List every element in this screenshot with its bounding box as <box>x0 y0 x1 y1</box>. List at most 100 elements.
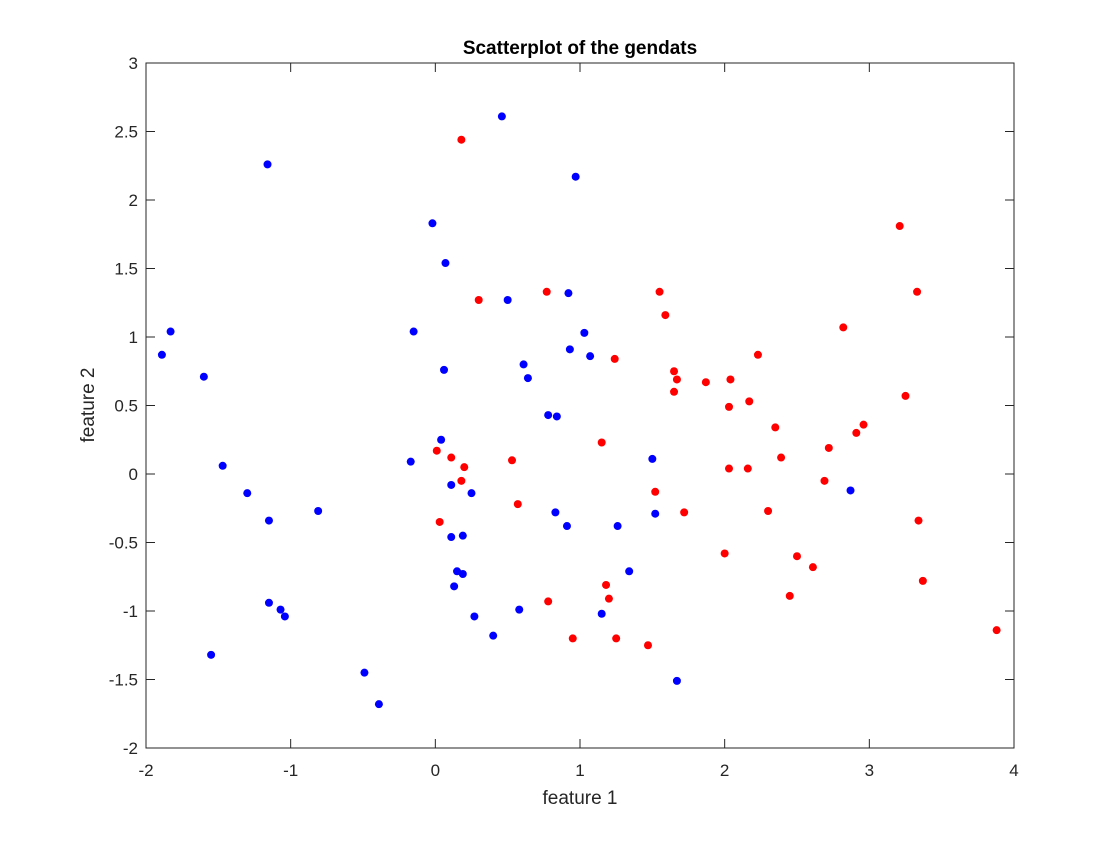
y-tick-label: 1 <box>129 328 138 347</box>
data-point <box>680 508 689 517</box>
data-point <box>542 287 551 296</box>
series-1 <box>157 112 855 709</box>
y-tick-label: 0 <box>129 465 138 484</box>
data-point <box>157 350 166 359</box>
data-point <box>859 420 868 429</box>
data-point <box>670 367 679 376</box>
data-point <box>374 700 383 709</box>
x-tick-label: 1 <box>575 761 584 780</box>
data-point <box>428 219 437 228</box>
data-point <box>613 522 622 531</box>
data-point <box>432 446 441 455</box>
data-point <box>604 594 613 603</box>
data-point <box>992 626 1001 635</box>
data-point <box>450 582 459 591</box>
data-point <box>544 411 553 420</box>
data-point <box>651 509 660 518</box>
data-point <box>457 476 466 485</box>
ticks-layer: -2 -1 0 1 2 3 4 -2 -1.5 -1 -0.5 0 0.5 1 1.5 2 2.5 3 <box>109 54 1019 780</box>
data-point <box>670 387 679 396</box>
data-point <box>648 454 657 463</box>
data-point <box>672 676 681 685</box>
data-point <box>743 464 752 473</box>
data-point <box>568 634 577 643</box>
y-tick-label: 1.5 <box>114 260 138 279</box>
data-point <box>523 374 532 383</box>
data-point <box>580 328 589 337</box>
data-point <box>218 461 227 470</box>
data-point <box>470 612 479 621</box>
y-tick-label: 2.5 <box>114 123 138 142</box>
data-point <box>610 354 619 363</box>
data-point <box>508 456 517 465</box>
y-tick-label: 2 <box>129 191 138 210</box>
data-point <box>701 378 710 387</box>
data-point <box>597 438 606 447</box>
data-point <box>918 576 927 585</box>
y-axis-label: feature 2 <box>78 368 99 443</box>
data-point <box>771 423 780 432</box>
data-point <box>565 345 574 354</box>
data-point <box>914 516 923 525</box>
data-point <box>263 160 272 169</box>
data-point <box>503 296 512 305</box>
y-tick-label: -0.5 <box>109 534 138 553</box>
data-point <box>793 552 801 561</box>
data-point <box>808 563 817 572</box>
data-point <box>552 412 561 421</box>
axes-background <box>146 63 1014 748</box>
y-tick-label: 3 <box>129 54 138 73</box>
data-point <box>846 486 855 495</box>
data-point <box>460 463 469 472</box>
data-point <box>276 605 285 614</box>
data-point <box>447 453 456 462</box>
y-tick-label: -2 <box>123 739 138 758</box>
y-tick-label: -1.5 <box>109 671 138 690</box>
data-point <box>166 327 175 336</box>
data-point <box>661 311 670 320</box>
data-point <box>406 457 415 466</box>
data-point <box>440 365 449 374</box>
data-point <box>901 391 910 400</box>
data-point <box>597 609 606 618</box>
data-point <box>725 402 734 411</box>
data-point <box>314 506 323 515</box>
x-tick-label: -1 <box>283 761 298 780</box>
data-point <box>672 375 681 384</box>
data-point <box>785 591 794 600</box>
x-tick-label: 2 <box>720 761 729 780</box>
data-point <box>457 135 466 144</box>
data-point <box>625 567 634 576</box>
data-point <box>458 531 467 540</box>
data-point <box>571 172 580 181</box>
data-point <box>497 112 506 121</box>
data-point <box>513 500 522 509</box>
data-point <box>564 289 573 298</box>
data-point <box>441 259 450 268</box>
data-point <box>437 435 446 444</box>
data-point <box>586 352 595 361</box>
data-point <box>474 296 483 305</box>
x-tick-label: 3 <box>865 761 874 780</box>
data-point <box>435 517 444 526</box>
data-point <box>489 631 498 640</box>
data-point <box>264 598 273 607</box>
data-point <box>764 506 773 515</box>
data-point <box>753 350 762 359</box>
chart-title: Scatterplot of the gendats <box>463 38 697 59</box>
data-point <box>409 327 418 336</box>
data-point <box>820 476 829 485</box>
data-point <box>360 668 369 677</box>
data-point <box>651 487 660 496</box>
data-point <box>199 372 208 381</box>
data-point <box>777 453 786 462</box>
data-point <box>655 287 664 296</box>
data-point <box>243 489 252 498</box>
data-point <box>280 612 289 621</box>
data-point <box>726 375 735 384</box>
data-point <box>544 597 553 606</box>
data-point <box>519 360 528 369</box>
data-point <box>895 222 904 231</box>
